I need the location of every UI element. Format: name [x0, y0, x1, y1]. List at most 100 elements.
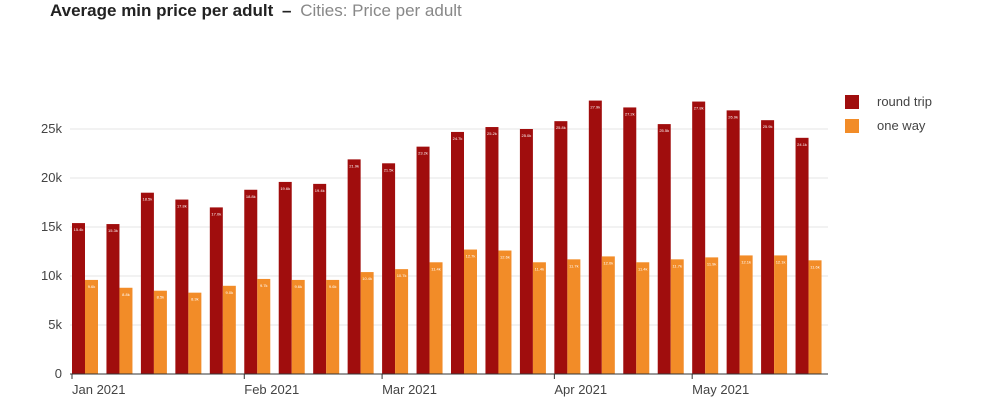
y-tick-label: 0	[55, 366, 62, 381]
bar-data-label: 25.5k	[659, 128, 669, 133]
y-tick-label: 5k	[48, 317, 62, 332]
bar-round-trip	[72, 223, 85, 374]
bar-data-label: 18.8k	[246, 194, 256, 199]
bar-one-way	[739, 255, 753, 374]
bar-round-trip	[175, 199, 189, 374]
bar-data-label: 11.7k	[569, 263, 579, 268]
bar-data-label: 18.5k	[143, 197, 153, 202]
bar-data-label: 15.4k	[74, 227, 84, 232]
bar-data-label: 11.4k	[431, 266, 441, 271]
bar-data-label: 12.1k	[776, 259, 786, 264]
bar-data-label: 11.9k	[707, 261, 717, 266]
bar-data-label: 12.0k	[603, 260, 613, 265]
axes: 0 5k 10k 15k 20k 25k Jan 2021 Feb 2021 Mar 2021 A…	[41, 121, 828, 397]
bar-one-way	[188, 292, 202, 374]
bar-data-label: 17.0k	[211, 211, 221, 216]
bar-data-label: 9.6k	[88, 284, 96, 289]
bar-round-trip	[795, 137, 809, 374]
chart-subtitle: Cities: Price per adult	[300, 1, 462, 20]
bar-one-way	[808, 260, 822, 374]
bar-one-way	[429, 262, 443, 374]
bar-one-way	[153, 290, 167, 374]
y-tick-label: 20k	[41, 170, 62, 185]
bar-one-way	[119, 287, 133, 374]
bar-data-label: 12.1k	[741, 259, 751, 264]
bar-data-label: 15.3k	[108, 228, 118, 233]
bar-round-trip	[554, 121, 568, 374]
bar-one-way	[395, 269, 409, 374]
legend-label-one-way: one way	[877, 118, 926, 133]
bar-data-label: 11.4k	[535, 266, 545, 271]
bar-round-trip	[209, 207, 223, 374]
legend-swatch-round-trip	[845, 95, 859, 109]
bar-one-way	[222, 285, 236, 374]
bar-data-label: 10.4k	[362, 276, 372, 281]
bar-round-trip	[485, 127, 499, 374]
bar-data-label: 17.8k	[177, 204, 187, 209]
legend-label-round-trip: round trip	[877, 94, 932, 109]
bar-one-way	[567, 259, 581, 374]
bar-one-way	[636, 262, 650, 374]
x-tick-label: Mar 2021	[382, 382, 437, 397]
bar-data-label: 11.4k	[638, 266, 648, 271]
bar-data-label: 24.1k	[797, 142, 807, 147]
bar-data-label: 8.8k	[122, 292, 130, 297]
bar-round-trip	[692, 101, 706, 374]
y-tick-label: 10k	[41, 268, 62, 283]
title-separator: –	[282, 1, 292, 20]
bar-round-trip	[347, 159, 361, 374]
bar-one-way	[360, 272, 374, 374]
bar-data-label: 27.2k	[625, 111, 635, 116]
bar-round-trip	[451, 131, 464, 374]
bar-data-label: 12.6k	[500, 255, 510, 260]
bar-round-trip	[761, 120, 775, 375]
legend: round trip one way	[845, 94, 932, 133]
bar-data-label: 27.8k	[694, 106, 704, 111]
bar-data-label: 21.5k	[384, 167, 394, 172]
bar-data-label: 23.2k	[418, 151, 428, 156]
bar-round-trip	[313, 183, 327, 374]
bar-round-trip	[106, 224, 120, 374]
bar-one-way	[326, 279, 340, 374]
bar-round-trip	[278, 181, 292, 374]
bar-data-label: 8.5k	[157, 295, 165, 300]
bar-round-trip	[588, 100, 602, 374]
bar-data-label: 25.2k	[487, 131, 497, 136]
bar-data-label: 27.9k	[590, 105, 600, 110]
bar-data-label: 26.9k	[728, 114, 738, 119]
bar-data-label: 25.0k	[522, 133, 532, 138]
bar-data-label: 24.7k	[453, 136, 463, 141]
bar-round-trip	[416, 146, 430, 374]
bar-round-trip	[140, 192, 154, 374]
y-tick-label: 15k	[41, 219, 62, 234]
bar-data-label: 25.9k	[763, 124, 773, 129]
bar-round-trip	[726, 110, 740, 374]
bar-round-trip	[244, 189, 258, 374]
bar-round-trip	[382, 163, 396, 374]
bars: 15.4k 15.3k 18.5k 17.8k 17.0k 18.8k 19.6k 19.4k…	[72, 100, 822, 375]
bar-round-trip	[657, 124, 671, 374]
bar-data-label: 10.7k	[397, 273, 407, 278]
bar-data-label: 19.6k	[280, 186, 290, 191]
x-tick-label: Apr 2021	[554, 382, 607, 397]
bar-data-label: 9.7k	[260, 283, 268, 288]
bar-round-trip	[519, 129, 533, 374]
bar-one-way	[498, 250, 512, 374]
bar-round-trip	[623, 107, 637, 374]
bar-data-label: 21.9k	[349, 163, 359, 168]
x-tick-label: May 2021	[692, 382, 749, 397]
bar-data-label: 19.4k	[315, 188, 325, 193]
x-tick-label: Feb 2021	[244, 382, 299, 397]
bar-data-label: 12.7k	[466, 254, 476, 259]
bar-one-way	[532, 262, 546, 374]
bar-one-way	[257, 278, 271, 374]
bar-one-way	[85, 279, 98, 374]
bar-one-way	[464, 249, 477, 374]
bar-one-way	[670, 259, 684, 374]
legend-swatch-one-way	[845, 119, 859, 133]
bar-data-label: 9.6k	[294, 284, 302, 289]
chart-title-row: Average min price per adult – Cities: Pr…	[50, 0, 462, 22]
y-tick-label: 25k	[41, 121, 62, 136]
